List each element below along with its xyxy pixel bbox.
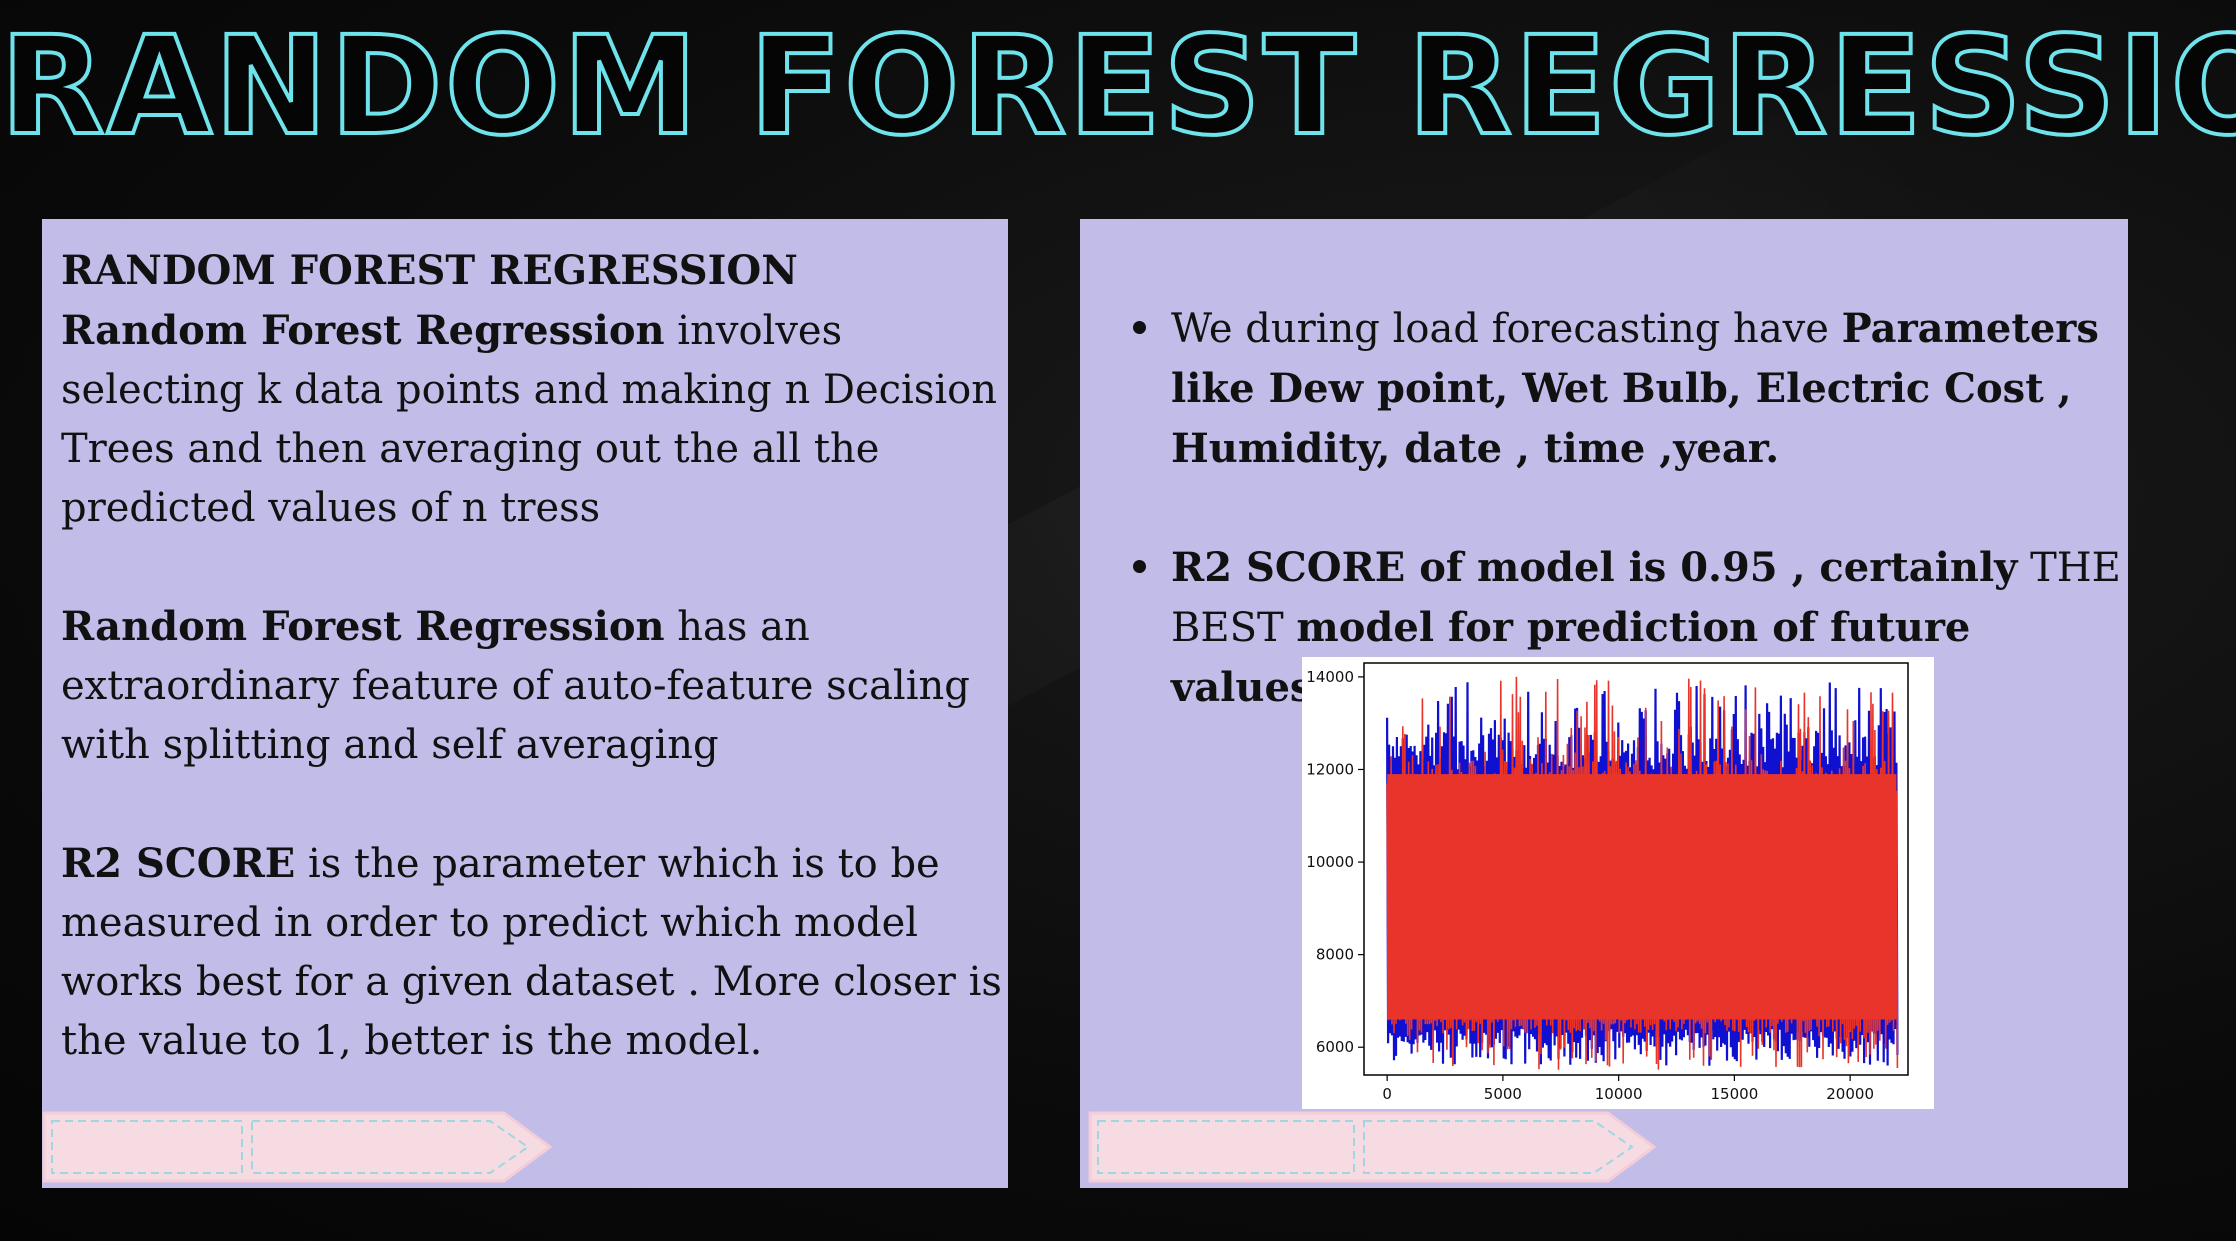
x-tick-label: 20000 — [1826, 1085, 1874, 1103]
bullet2-bold-text: R2 SCORE of model is 0.95 , certainly — [1171, 544, 2018, 591]
left-panel-text: RANDOM FOREST REGRESSION Random Forest R… — [61, 241, 1006, 1071]
bullet2-bold-text-2: model for prediction of future values — [1171, 604, 1971, 711]
left-panel-heading: RANDOM FOREST REGRESSION — [61, 247, 798, 294]
bullet-list: We during load forecasting have Paramete… — [1133, 299, 2123, 777]
prediction-chart: 0 5000 10000 15000 20000 6000 8000 10000 12000 14… — [1302, 657, 1934, 1109]
slide-title: RANDOM FOREST REGRESSION — [0, 8, 2236, 166]
paragraph-definition: Random Forest Regression involves select… — [61, 301, 1006, 538]
feature-scaling-text: has an extraordinary feature of auto-fea… — [61, 604, 970, 768]
right-text-panel: We during load forecasting have Paramete… — [1080, 219, 2128, 1188]
paragraph-feature-scaling: Random Forest Regression has an extraord… — [61, 597, 1006, 775]
x-tick-label: 10000 — [1595, 1085, 1643, 1103]
definition-text: involves selecting k data points and mak… — [61, 308, 998, 531]
term-r2-score: R2 SCORE — [61, 840, 296, 887]
y-tick-label: 6000 — [1316, 1038, 1354, 1056]
y-tick-label: 10000 — [1306, 853, 1354, 871]
bullet-dot — [1133, 560, 1146, 573]
term-random-forest: Random Forest Regression — [61, 307, 665, 354]
y-tick-label: 8000 — [1316, 946, 1354, 964]
y-tick-label: 12000 — [1306, 760, 1354, 778]
x-tick-label: 0 — [1382, 1085, 1392, 1103]
predicted-dense-band — [1387, 774, 1897, 1020]
bullet-r2-score: R2 SCORE of model is 0.95 , certainly TH… — [1133, 538, 2123, 718]
arrow-tag-right — [1088, 1111, 1657, 1183]
bullet1-bold-text: Parameters like Dew point, Wet Bulb, Ele… — [1171, 305, 2099, 472]
paragraph-r2-score: R2 SCORE is the parameter which is to be… — [61, 834, 1006, 1071]
r2-score-text: is the parameter which is to be measured… — [61, 841, 1002, 1064]
x-tick-label: 15000 — [1711, 1085, 1759, 1103]
bullet1-normal-text: We during load forecasting have — [1171, 306, 1842, 352]
term-random-forest-2: Random Forest Regression — [61, 603, 665, 650]
y-tick-label: 14000 — [1306, 668, 1354, 686]
x-tick-label: 5000 — [1484, 1085, 1522, 1103]
bullet2-normal-text: THE BEST — [1171, 545, 2121, 651]
prediction-chart-svg: 0 5000 10000 15000 20000 6000 8000 10000 12000 14… — [1306, 662, 1909, 1103]
bullet-parameters: We during load forecasting have Paramete… — [1133, 299, 2123, 479]
arrow-tag-left — [42, 1111, 552, 1183]
bullet-dot — [1133, 321, 1146, 334]
left-text-panel: RANDOM FOREST REGRESSION Random Forest R… — [42, 219, 1008, 1188]
